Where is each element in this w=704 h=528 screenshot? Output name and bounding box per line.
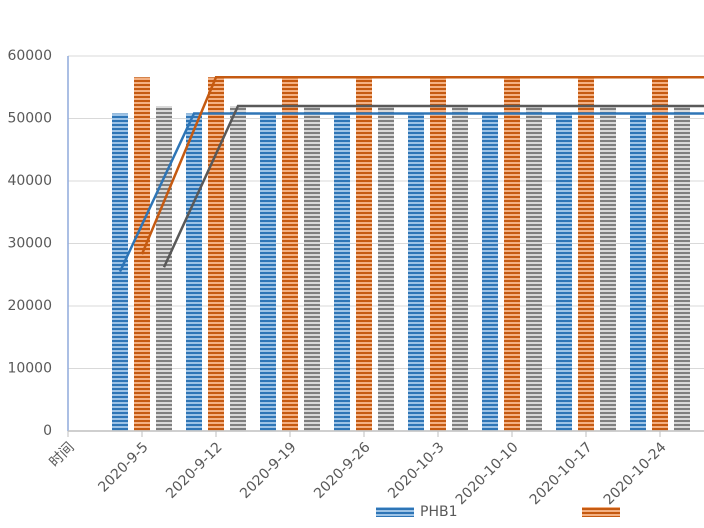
line: [162, 104, 704, 268]
x-tick-label: 2020-10-10: [453, 439, 522, 508]
bar: [156, 106, 172, 431]
bar: [630, 113, 646, 431]
bar: [230, 106, 246, 431]
bar: [482, 113, 498, 431]
legend-swatch: [582, 507, 620, 517]
bar: [430, 77, 446, 431]
bar: [452, 106, 468, 431]
bar: [556, 113, 572, 431]
bar: [304, 106, 320, 431]
bar: [260, 113, 276, 431]
bar: [504, 77, 520, 431]
y-tick-label: 40000: [7, 173, 52, 189]
bar: [112, 113, 128, 431]
bar: [356, 77, 372, 431]
y-tick-label: 0: [43, 423, 52, 439]
bar: [578, 77, 594, 431]
x-tick-label: 2020-9-5: [95, 439, 151, 495]
legend-swatch: [376, 507, 414, 517]
y-tick-label: 10000: [7, 361, 52, 377]
y-tick-label: 30000: [7, 236, 52, 252]
bar: [526, 106, 542, 431]
y-tick-label: 60000: [7, 48, 52, 64]
bar: [600, 106, 616, 431]
x-tick-label: 2020-9-26: [311, 439, 374, 502]
y-tick-label: 20000: [7, 298, 52, 314]
legend-label: PHB1: [420, 504, 457, 520]
bar: [186, 113, 202, 431]
x-tick-label: 2020-9-12: [163, 439, 226, 502]
line: [118, 112, 704, 273]
x-tick-label: 时间: [47, 439, 78, 470]
bar: [674, 106, 690, 431]
bar: [208, 77, 224, 431]
bar: [408, 113, 424, 431]
x-tick-label: 2020-10-24: [601, 439, 670, 508]
bar: [652, 77, 668, 431]
bar: [334, 113, 350, 431]
x-tick-label: 2020-9-19: [237, 439, 300, 502]
bar: [282, 77, 298, 431]
x-tick-label: 2020-10-3: [385, 439, 448, 502]
line: [140, 76, 704, 255]
x-tick-label: 2020-10-17: [527, 439, 596, 508]
bar: [378, 106, 394, 431]
y-tick-label: 50000: [7, 111, 52, 127]
